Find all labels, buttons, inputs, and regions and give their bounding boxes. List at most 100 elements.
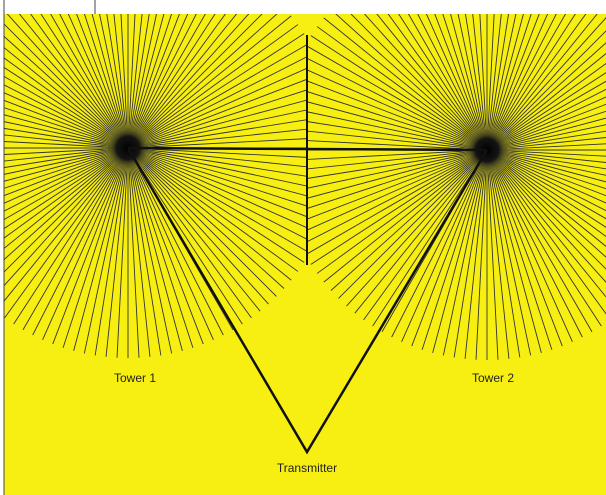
ray <box>127 147 252 319</box>
ray <box>83 14 129 149</box>
ray <box>307 121 488 151</box>
ray <box>127 147 214 341</box>
ray <box>486 42 606 151</box>
ray <box>486 149 602 327</box>
ray <box>127 24 299 149</box>
ray <box>401 149 488 343</box>
ray <box>486 14 557 151</box>
ray <box>486 130 606 151</box>
ray <box>486 149 542 353</box>
ray <box>127 147 277 297</box>
ray <box>486 149 583 338</box>
ray <box>127 147 307 177</box>
ray <box>398 14 488 151</box>
ray <box>346 149 488 307</box>
ray <box>307 45 488 151</box>
ray <box>127 147 151 357</box>
ray <box>465 14 488 151</box>
ray <box>486 14 502 151</box>
ray <box>4 147 129 212</box>
ray <box>486 149 563 347</box>
ray <box>486 14 549 151</box>
ray <box>486 117 606 151</box>
ray <box>22 147 129 331</box>
ray <box>4 147 129 182</box>
ray <box>486 14 567 151</box>
ray <box>127 14 136 149</box>
ray <box>486 149 606 258</box>
ray <box>127 147 307 252</box>
ray <box>4 147 129 319</box>
ray <box>127 67 307 149</box>
ray <box>432 149 488 353</box>
ray <box>4 147 129 230</box>
ray <box>4 75 129 149</box>
ray <box>472 14 488 151</box>
ray <box>486 149 606 176</box>
ray <box>486 149 606 247</box>
ray <box>335 14 488 151</box>
ray <box>73 147 129 351</box>
ray <box>127 109 307 149</box>
ray <box>127 14 165 149</box>
ray <box>486 14 598 151</box>
ray <box>4 23 129 149</box>
ray <box>354 149 488 314</box>
ray <box>4 147 129 287</box>
ray <box>307 149 488 199</box>
ray <box>127 147 173 354</box>
ray <box>486 14 524 151</box>
ray <box>127 147 307 197</box>
ray <box>6 14 129 149</box>
ray <box>4 147 129 249</box>
ray <box>479 14 488 151</box>
ray <box>486 30 606 151</box>
ray <box>486 149 606 183</box>
ray <box>120 14 129 149</box>
ray <box>457 14 488 151</box>
ray <box>486 149 606 163</box>
ray <box>127 147 307 168</box>
ray <box>307 130 488 151</box>
ray <box>307 149 488 243</box>
ray <box>4 147 129 221</box>
ray <box>127 14 250 149</box>
ray <box>486 72 606 151</box>
ray <box>62 147 129 348</box>
ray <box>4 147 129 261</box>
ray <box>4 147 129 302</box>
ray <box>310 35 488 151</box>
tower-2-label: Tower 2 <box>472 371 514 385</box>
ray <box>127 119 307 149</box>
ray <box>127 99 307 149</box>
ray <box>40 14 129 149</box>
ray <box>486 14 495 151</box>
ray <box>486 17 606 151</box>
ray <box>91 14 129 149</box>
ray <box>486 14 517 151</box>
ray <box>486 14 587 151</box>
ray <box>127 147 162 356</box>
ray <box>486 149 573 343</box>
ray <box>105 147 129 357</box>
ray <box>4 147 129 189</box>
ray <box>127 33 305 149</box>
ray <box>13 147 129 325</box>
ray <box>127 14 173 149</box>
ray <box>486 137 606 151</box>
ray <box>486 124 606 151</box>
ray <box>486 143 606 151</box>
ray <box>127 147 307 158</box>
ray <box>127 14 226 149</box>
ray <box>94 147 129 356</box>
ray <box>486 149 606 157</box>
ray <box>486 14 509 151</box>
ray <box>4 92 129 149</box>
ray <box>4 147 129 169</box>
ray <box>387 14 488 151</box>
ray <box>486 149 532 356</box>
ray <box>307 101 488 151</box>
ray <box>486 149 606 270</box>
ray <box>59 14 129 149</box>
